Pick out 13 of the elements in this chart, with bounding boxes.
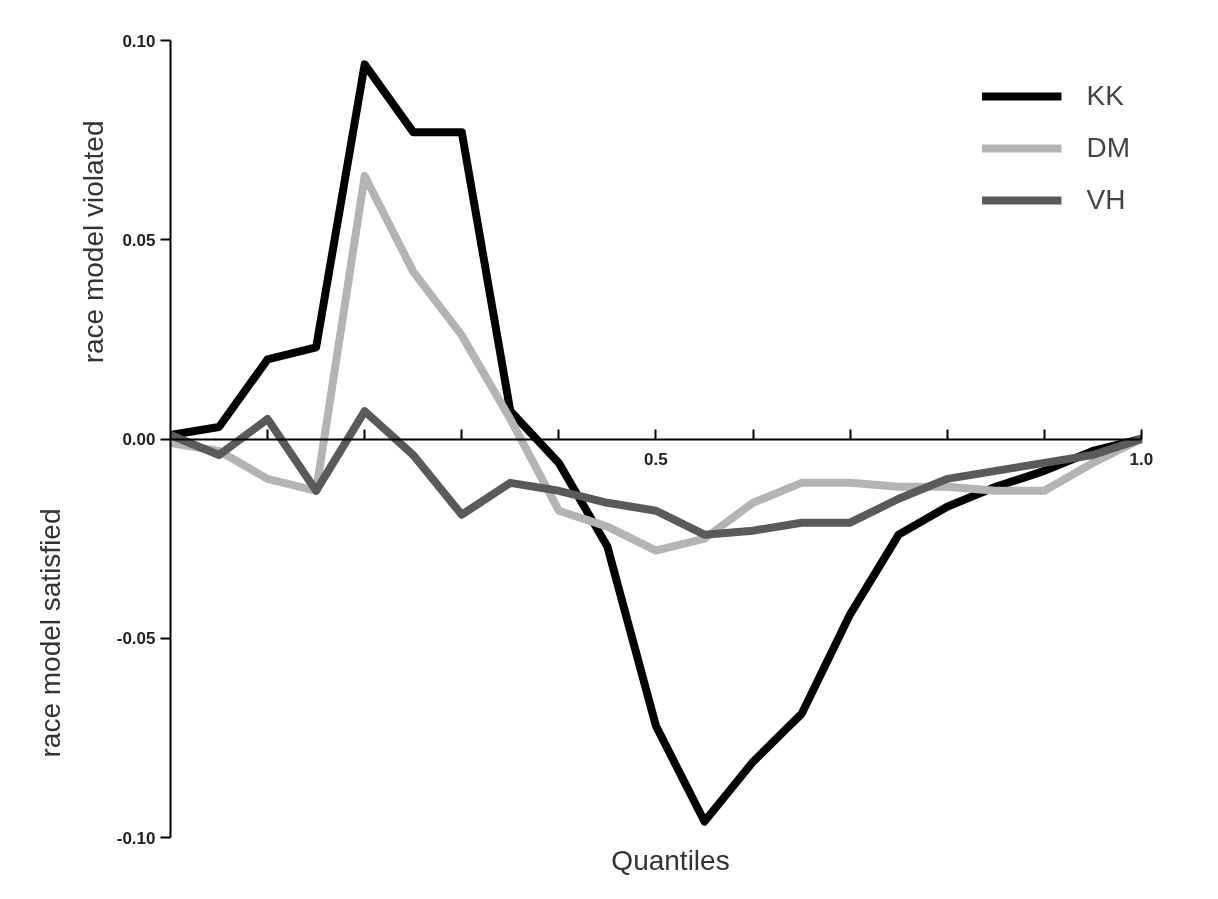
text: race model satisfied — [34, 508, 66, 758]
y-tick-label: 0.00 — [122, 430, 156, 449]
y-tick-label: 0.10 — [122, 31, 156, 51]
y-tick-label: -0.05 — [116, 629, 156, 649]
legend-label: VH — [1086, 184, 1126, 216]
legend-label: KK — [1086, 80, 1124, 112]
y-tick-label: -0.10 — [116, 828, 156, 848]
legend-label: DM — [1086, 132, 1130, 164]
y-axis-title: race model violated — [77, 120, 109, 364]
x-tick-label: 1.0 — [1129, 450, 1154, 469]
y-tick-label: 0.05 — [122, 230, 156, 250]
x-axis-title: Quantiles — [611, 844, 730, 876]
x-tick-label: 0.5 — [644, 450, 668, 469]
